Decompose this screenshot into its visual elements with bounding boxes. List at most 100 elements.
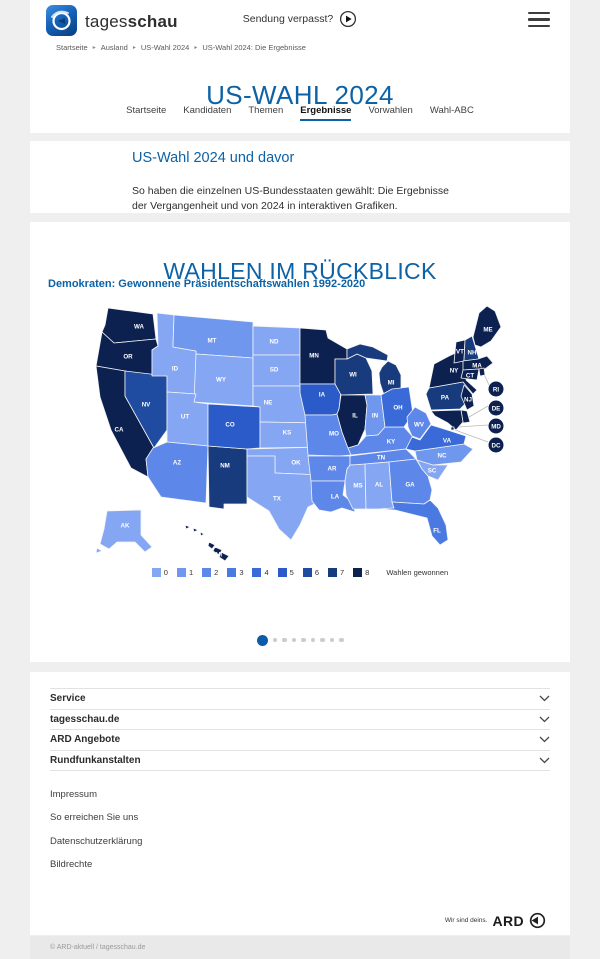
state-label-sc: SC (428, 467, 437, 474)
state-ia[interactable] (299, 383, 342, 416)
map-section: WAHLEN IM RÜCKBLICK Demokraten: Gewonnen… (30, 222, 570, 662)
teaser-card[interactable]: US-Wahl 2024 und davor So haben die einz… (30, 141, 570, 213)
state-wv[interactable] (406, 406, 432, 440)
footer-link[interactable]: Impressum (50, 788, 97, 800)
map-subtitle: Demokraten: Gewonnene Präsidentschaftswa… (48, 278, 366, 290)
state-label-wa: WA (134, 323, 144, 330)
broadcast-link[interactable]: Sendung verpasst? (30, 10, 570, 28)
state-label-oh: OH (393, 404, 403, 411)
state-me[interactable] (472, 305, 502, 348)
state-nm[interactable] (207, 445, 248, 510)
state-label-il: IL (352, 412, 358, 419)
legend-swatch (227, 568, 237, 577)
state-dc[interactable] (450, 426, 455, 431)
state-label-ok: OK (291, 459, 301, 466)
carousel-dot-7[interactable] (329, 637, 334, 643)
accordion-row[interactable]: Service (50, 689, 550, 710)
legend-item: 2 (202, 568, 218, 577)
state-nj[interactable] (460, 384, 475, 411)
accordion-row[interactable]: ARD Angebote (50, 730, 550, 751)
footer-accordion: Service tagesschau.de ARD Angebote Rundfunk… (50, 688, 550, 771)
state-circle-de[interactable] (488, 400, 504, 416)
tab-themen[interactable]: Themen (248, 105, 283, 121)
state-circle-ri[interactable] (488, 381, 504, 397)
globe-icon (51, 10, 71, 31)
legend-value: 0 (163, 568, 168, 577)
state-la[interactable] (310, 480, 356, 513)
teaser-title[interactable]: US-Wahl 2024 und davor (132, 150, 295, 166)
footer-link[interactable]: Bildrechte (50, 859, 93, 870)
state-label-ri: RI (493, 386, 499, 393)
state-label-ar: AR (328, 465, 337, 472)
tab-wahl-abc[interactable]: Wahl-ABC (430, 105, 474, 121)
carousel-dot-1[interactable] (272, 637, 277, 643)
carousel-dot-4[interactable] (301, 637, 306, 643)
teaser-text: So haben die einzelnen US-Bundesstaaten … (132, 184, 449, 213)
state-fl[interactable] (378, 499, 449, 546)
state-label-mt: MT (208, 337, 217, 344)
legend-value: 5 (289, 568, 294, 577)
legend-item: 6 (302, 568, 319, 577)
legend-value: 4 (264, 568, 269, 577)
breadcrumb-item[interactable]: US-Wahl 2024 (140, 43, 190, 52)
state-md[interactable] (430, 409, 464, 431)
state-label-ms: MS (353, 482, 362, 489)
footer: Service tagesschau.de ARD Angebote Rundfunk… (30, 672, 570, 935)
state-circle-md[interactable] (488, 418, 504, 434)
state-label-al: AL (375, 481, 383, 488)
chevron-down-icon (539, 716, 550, 723)
carousel-dot-8[interactable] (339, 637, 344, 643)
brand-wordmark[interactable]: tagesschau (85, 12, 178, 31)
state-ak[interactable] (95, 509, 153, 554)
chevron-down-icon (539, 736, 550, 743)
carousel-dot-6[interactable] (320, 637, 325, 643)
footer-link[interactable]: So erreichen Sie uns (50, 812, 139, 823)
legend-items: 0 1 2 3 4 5 6 7 8 (151, 568, 379, 577)
accordion-row[interactable]: tagesschau.de (50, 710, 550, 730)
tagesschau-logo[interactable] (46, 5, 77, 36)
state-label-nh: NH (468, 349, 477, 356)
state-label-fl: FL (433, 527, 441, 534)
legend-value: 8 (365, 568, 370, 577)
tab-vorwahlen[interactable]: Vorwahlen (368, 105, 412, 121)
state-circle-dc[interactable] (488, 437, 504, 453)
legend-value: 7 (340, 568, 345, 577)
breadcrumb-item[interactable]: US-Wahl 2024: Die Ergebnisse (202, 43, 306, 52)
breadcrumb-item[interactable]: Ausland (100, 43, 128, 52)
state-wa[interactable] (101, 307, 157, 344)
state-label-mi: MI (388, 379, 395, 386)
tab-startseite[interactable]: Startseite (126, 105, 166, 121)
legend-label: Wahlen gewonnen (386, 568, 449, 577)
tab-ergebnisse[interactable]: Ergebnisse (300, 105, 352, 121)
state-label-ak: AK (121, 522, 130, 529)
legend-item: 1 (176, 568, 193, 577)
legend-item: 7 (328, 568, 344, 577)
state-label-ia: IA (319, 391, 326, 398)
header: tagesschau Sendung verpasst? Startseite ▸… (30, 0, 570, 133)
ard-wordmark: ARD (492, 912, 524, 929)
tab-kandidaten[interactable]: Kandidaten (183, 105, 231, 121)
state-label-mo: MO (329, 430, 339, 437)
state-hi[interactable] (184, 524, 230, 562)
menu-button[interactable] (528, 12, 550, 27)
carousel-dot-2[interactable] (282, 637, 287, 643)
state-label-me: ME (483, 326, 492, 333)
carousel-dot-3[interactable] (291, 637, 296, 643)
state-ri[interactable] (478, 367, 486, 377)
state-tx[interactable] (246, 455, 328, 541)
carousel-dot-5[interactable] (310, 637, 315, 643)
carousel-dot-0[interactable] (256, 634, 268, 646)
state-label-ut: UT (181, 413, 189, 420)
breadcrumb: Startseite ▸ Ausland ▸ US-Wahl 2024 ▸ US-Wahl … (56, 43, 306, 52)
accordion-row[interactable]: Rundfunkanstalten (50, 751, 550, 771)
state-va[interactable] (405, 424, 467, 452)
state-az[interactable] (145, 441, 209, 504)
legend-swatch (202, 568, 212, 577)
chevron-down-icon (539, 695, 550, 702)
legend-item: 4 (252, 568, 269, 577)
footer-links: Impressum So erreichen Sie uns Datenschutz… (50, 776, 550, 871)
state-label-wv: WV (414, 421, 425, 428)
state-ct[interactable] (460, 368, 480, 381)
footer-link[interactable]: Datenschutzerklärung (50, 835, 143, 847)
breadcrumb-item[interactable]: Startseite (56, 43, 88, 52)
